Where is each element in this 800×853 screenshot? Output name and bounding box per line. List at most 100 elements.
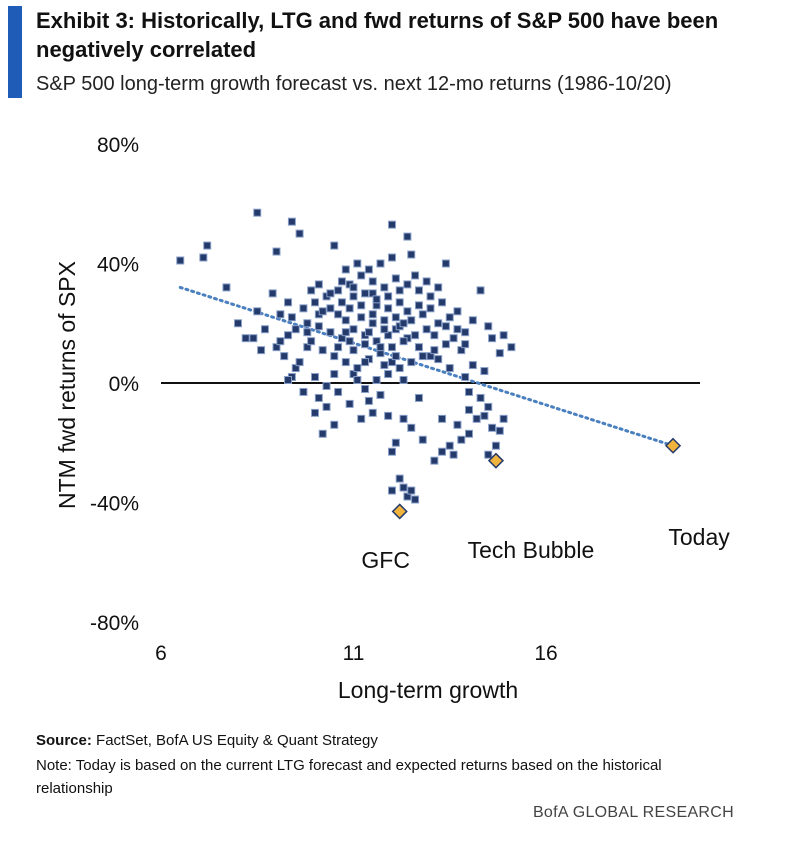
data-point [388,253,396,262]
data-point [395,474,404,483]
data-point [330,352,339,361]
highlight-point [391,503,408,520]
data-point [418,310,427,319]
data-point [407,250,416,259]
y-tick-label: 40% [97,254,139,277]
data-point [380,361,389,370]
data-point [441,340,450,349]
data-point [295,358,304,367]
data-point [203,241,212,250]
data-point [299,304,308,313]
data-point [438,298,447,307]
y-axis: 80% 40% 0% -40% -80% [90,134,139,635]
x-tick-label: 6 [155,642,167,665]
data-point [364,265,373,274]
data-point [422,277,431,286]
data-point [411,271,420,280]
data-point [334,387,343,396]
data-point [357,313,366,322]
data-point [368,277,377,286]
data-point [399,319,408,328]
data-point [330,370,339,379]
data-point [411,331,420,340]
data-point [303,328,312,337]
data-point [403,280,412,289]
data-points [176,208,516,504]
data-point [468,316,477,325]
data-point [291,325,300,334]
data-point [449,450,458,459]
data-point [287,313,296,322]
data-point [345,337,354,346]
data-point [372,376,381,385]
data-point [488,334,497,343]
data-point [391,352,400,361]
data-point [484,402,493,411]
data-point [399,414,408,423]
data-point [345,399,354,408]
data-point [388,343,396,352]
data-point [414,286,423,295]
data-point [353,376,362,385]
data-point [322,402,331,411]
data-point [330,241,339,250]
data-point [399,376,408,385]
data-point [337,298,346,307]
data-point [311,373,319,382]
data-point [349,346,358,355]
y-tick-label: 80% [97,134,139,157]
data-point [403,307,412,316]
data-point [453,307,462,316]
data-point [357,414,366,423]
data-point [249,334,258,343]
data-point [495,349,504,358]
data-point [472,414,481,423]
data-point [234,319,242,328]
data-point [441,259,450,268]
chart-subtitle: S&P 500 long-term growth forecast vs. ne… [36,73,672,95]
data-point [445,364,454,373]
data-point [414,301,423,310]
data-point [357,301,366,310]
x-tick-label: 16 [534,642,557,665]
data-point [322,381,331,390]
data-point [434,283,443,292]
data-point [414,343,423,352]
data-point [318,346,327,355]
data-point [407,423,416,432]
data-point [284,298,293,307]
data-point [284,331,293,340]
data-point [326,304,335,313]
brand-label: BofA GLOBAL RESEARCH [532,804,734,821]
data-point [368,408,377,417]
data-point [334,343,343,352]
data-point [368,310,377,319]
data-point [257,346,266,355]
data-point [388,220,396,229]
data-point [176,256,185,265]
data-point [465,387,473,396]
accent-bar [8,6,22,98]
data-point [414,393,423,402]
data-point [453,420,462,429]
data-point [461,340,470,349]
data-point [430,331,439,340]
footnote: Note: Today is based on the current LTG … [36,757,662,797]
data-point [357,271,366,280]
data-point [488,423,497,432]
data-point [453,325,462,334]
annotation-label: Tech Bubble [468,537,595,563]
data-point [361,384,370,393]
data-point [284,376,293,385]
data-point [241,334,250,343]
data-point [380,325,389,334]
data-point [384,304,393,313]
data-point [318,307,327,316]
data-point [434,355,443,364]
data-point [438,447,447,456]
data-point [276,310,285,319]
data-point [449,334,458,343]
trendline [178,285,675,448]
scatter-chart: 80% 40% 0% -40% -80% 6 11 16 GFC Tech Bubble Tod… [54,134,730,703]
data-point [384,411,393,420]
